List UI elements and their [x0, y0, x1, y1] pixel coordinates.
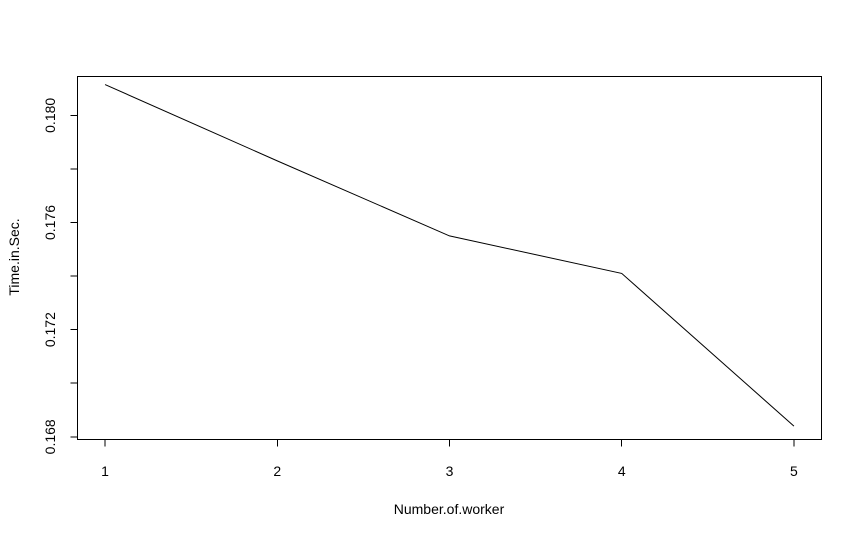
y-tick-label: 0.180 — [42, 98, 58, 133]
x-axis: 1 2 3 4 5 — [101, 439, 798, 479]
series-line — [104, 84, 795, 427]
x-axis-label: Number.of.worker — [394, 501, 505, 517]
y-tick-label: 0.172 — [42, 312, 58, 347]
x-tick-label: 3 — [446, 463, 454, 479]
y-tick-label: 0.168 — [42, 419, 58, 454]
y-axis: 0.168 0.172 0.176 0.180 — [42, 98, 78, 454]
y-axis-label: Time.in.Sec. — [6, 218, 22, 295]
x-tick-label: 2 — [273, 463, 281, 479]
y-tick-label: 0.176 — [42, 205, 58, 240]
plot-frame — [77, 76, 822, 440]
x-tick-label: 5 — [790, 463, 798, 479]
series-group — [104, 84, 795, 427]
x-tick-label: 4 — [618, 463, 626, 479]
x-tick-label: 1 — [101, 463, 109, 479]
